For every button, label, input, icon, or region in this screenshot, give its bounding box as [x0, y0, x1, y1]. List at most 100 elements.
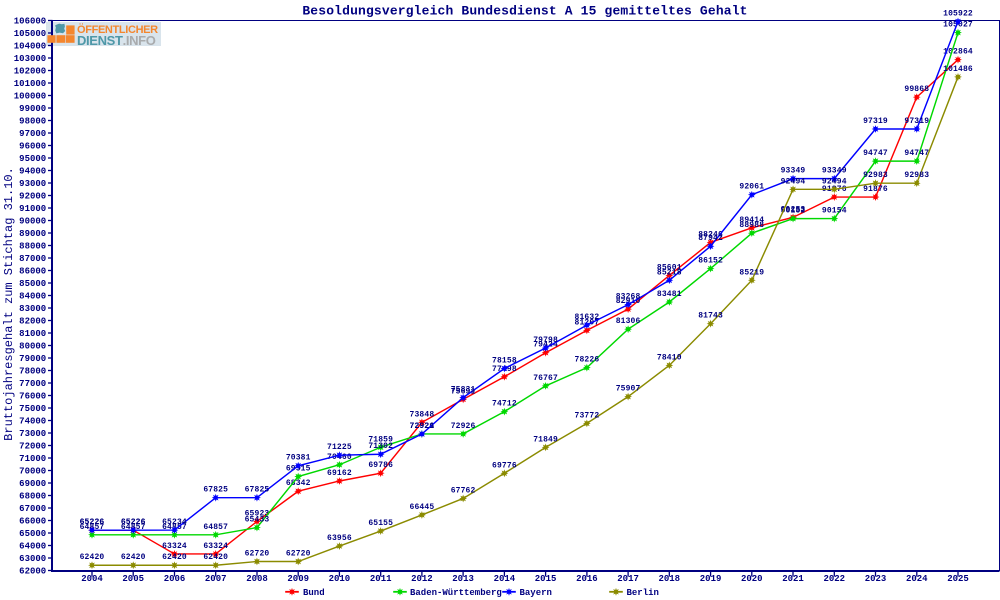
svg-text:77000: 77000 — [19, 379, 46, 389]
svg-text:2014: 2014 — [494, 574, 516, 584]
svg-text:Bayern: Bayern — [520, 588, 552, 598]
svg-text:62420: 62420 — [203, 553, 228, 562]
svg-text:2016: 2016 — [576, 574, 598, 584]
svg-text:64000: 64000 — [19, 541, 46, 551]
svg-text:85219: 85219 — [739, 268, 764, 277]
svg-text:92494: 92494 — [781, 177, 806, 186]
svg-text:95000: 95000 — [19, 154, 46, 164]
svg-text:98000: 98000 — [19, 116, 46, 126]
svg-text:76767: 76767 — [533, 374, 558, 383]
svg-text:101000: 101000 — [14, 79, 46, 89]
svg-text:68000: 68000 — [19, 491, 46, 501]
svg-text:85218: 85218 — [657, 268, 682, 277]
svg-text:2023: 2023 — [865, 574, 887, 584]
svg-text:2018: 2018 — [658, 574, 680, 584]
svg-text:101486: 101486 — [943, 65, 973, 74]
svg-text:66445: 66445 — [410, 503, 435, 512]
svg-text:86000: 86000 — [19, 266, 46, 276]
svg-text:73000: 73000 — [19, 429, 46, 439]
svg-text:100000: 100000 — [14, 91, 46, 101]
svg-text:86152: 86152 — [698, 257, 723, 266]
svg-text:2009: 2009 — [287, 574, 309, 584]
svg-text:62720: 62720 — [245, 550, 270, 559]
svg-text:78158: 78158 — [492, 357, 517, 366]
svg-text:81743: 81743 — [698, 312, 723, 321]
svg-text:72926: 72926 — [410, 422, 435, 431]
svg-text:Bund: Bund — [303, 588, 325, 598]
svg-text:70381: 70381 — [286, 454, 311, 463]
svg-text:75000: 75000 — [19, 404, 46, 414]
svg-text:66000: 66000 — [19, 516, 46, 526]
svg-text:88246: 88246 — [698, 230, 723, 239]
svg-text:71859: 71859 — [368, 435, 393, 444]
svg-text:71225: 71225 — [327, 443, 352, 452]
svg-text:65923: 65923 — [245, 510, 270, 519]
svg-text:97319: 97319 — [904, 117, 929, 126]
svg-text:65234: 65234 — [162, 518, 187, 527]
svg-text:68342: 68342 — [286, 479, 311, 488]
svg-text:92983: 92983 — [904, 171, 929, 180]
svg-text:89414: 89414 — [739, 216, 764, 225]
svg-text:65433: 65433 — [245, 516, 270, 525]
svg-text:67825: 67825 — [245, 486, 270, 495]
svg-text:92000: 92000 — [19, 191, 46, 201]
svg-text:Besoldungsvergleich Bundesdien: Besoldungsvergleich Bundesdienst A 15 ge… — [302, 4, 747, 19]
svg-text:2025: 2025 — [947, 574, 969, 584]
svg-text:91876: 91876 — [863, 185, 888, 194]
svg-text:2011: 2011 — [370, 574, 392, 584]
svg-text:74000: 74000 — [19, 416, 46, 426]
svg-text:88988: 88988 — [739, 221, 764, 230]
svg-text:93349: 93349 — [781, 167, 806, 176]
svg-text:78226: 78226 — [575, 356, 600, 365]
svg-text:97000: 97000 — [19, 129, 46, 139]
svg-text:65000: 65000 — [19, 529, 46, 539]
svg-text:76000: 76000 — [19, 391, 46, 401]
svg-text:2019: 2019 — [700, 574, 722, 584]
svg-text:2012: 2012 — [411, 574, 433, 584]
svg-text:105000: 105000 — [14, 29, 46, 39]
svg-text:2021: 2021 — [782, 574, 804, 584]
svg-text:94000: 94000 — [19, 166, 46, 176]
svg-text:85601: 85601 — [657, 264, 682, 273]
svg-text:2010: 2010 — [329, 574, 351, 584]
svg-text:62420: 62420 — [121, 553, 146, 562]
svg-text:69786: 69786 — [368, 461, 393, 470]
svg-text:65226: 65226 — [121, 518, 146, 527]
svg-text:87000: 87000 — [19, 254, 46, 264]
svg-text:65226: 65226 — [80, 518, 105, 527]
svg-text:92061: 92061 — [739, 183, 764, 192]
svg-text:72921: 72921 — [410, 422, 435, 431]
svg-text:62420: 62420 — [80, 553, 105, 562]
svg-text:64857: 64857 — [203, 523, 228, 532]
svg-text:2015: 2015 — [535, 574, 557, 584]
svg-text:102000: 102000 — [14, 66, 46, 76]
svg-text:2024: 2024 — [906, 574, 928, 584]
svg-text:69000: 69000 — [19, 479, 46, 489]
svg-text:62000: 62000 — [19, 566, 46, 576]
svg-text:71302: 71302 — [368, 442, 393, 451]
svg-text:2017: 2017 — [617, 574, 639, 584]
svg-text:94747: 94747 — [863, 149, 888, 158]
svg-text:99000: 99000 — [19, 104, 46, 114]
svg-text:79000: 79000 — [19, 354, 46, 364]
svg-text:2008: 2008 — [246, 574, 268, 584]
svg-text:81306: 81306 — [616, 317, 641, 326]
svg-text:90253: 90253 — [781, 205, 806, 214]
svg-text:91000: 91000 — [19, 204, 46, 214]
svg-text:90154: 90154 — [822, 207, 847, 216]
svg-text:72000: 72000 — [19, 441, 46, 451]
svg-text:2013: 2013 — [452, 574, 474, 584]
svg-text:62420: 62420 — [162, 553, 187, 562]
svg-text:73772: 73772 — [575, 411, 600, 420]
svg-text:79798: 79798 — [533, 336, 558, 345]
svg-text:103000: 103000 — [14, 54, 46, 64]
svg-text:78000: 78000 — [19, 366, 46, 376]
svg-text:93349: 93349 — [822, 167, 847, 176]
svg-text:63000: 63000 — [19, 554, 46, 564]
svg-text:2022: 2022 — [823, 574, 845, 584]
svg-text:75831: 75831 — [451, 386, 476, 395]
svg-text:70000: 70000 — [19, 466, 46, 476]
svg-text:2020: 2020 — [741, 574, 763, 584]
svg-text:87942: 87942 — [698, 234, 723, 243]
svg-text:82000: 82000 — [19, 316, 46, 326]
